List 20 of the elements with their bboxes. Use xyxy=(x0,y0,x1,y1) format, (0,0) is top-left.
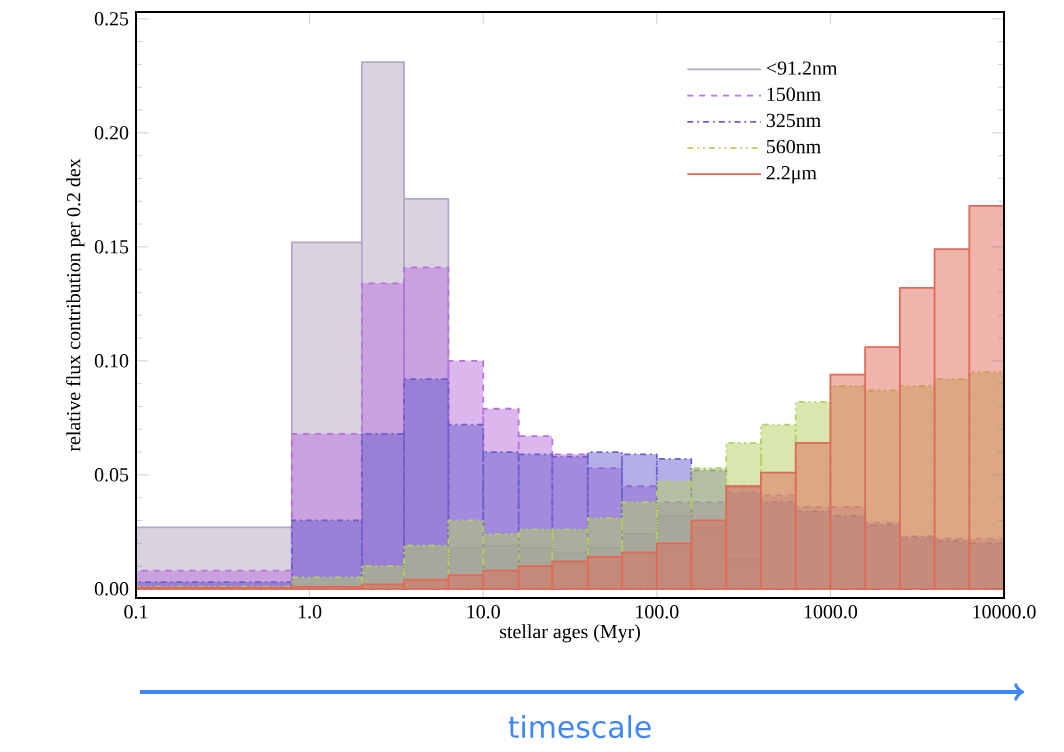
y-tick-label: 0.25 xyxy=(94,12,129,26)
y-tick-label: 0.05 xyxy=(94,468,129,482)
x-tick-label: 0.1 xyxy=(124,605,148,619)
legend-label: 150nm xyxy=(767,87,821,101)
x-axis-title: stellar ages (Myr) xyxy=(500,624,640,643)
text: timescale xyxy=(508,715,651,739)
x-tick-label: 100.0 xyxy=(636,605,679,619)
legend-label: 2.2μm xyxy=(766,166,817,184)
y-tick-label: 0.00 xyxy=(94,582,129,596)
y-axis-title: relative flux contribution per 0.2 dex xyxy=(66,158,85,452)
x-tick-label: 10.0 xyxy=(467,605,500,619)
x-tick-label: 10000.0 xyxy=(973,605,1036,619)
y-tick-label: 0.20 xyxy=(94,126,129,140)
legend-label: 325nm xyxy=(766,113,821,128)
y-tick-label: 0.15 xyxy=(94,240,129,254)
x-tick-label: 1000.0 xyxy=(804,605,858,619)
y-tick-label: 0.10 xyxy=(94,354,129,368)
x-tick-label: 1.0 xyxy=(298,605,322,619)
legend-label: <91.2nm xyxy=(766,61,838,75)
legend-label: 560nm xyxy=(767,139,821,154)
